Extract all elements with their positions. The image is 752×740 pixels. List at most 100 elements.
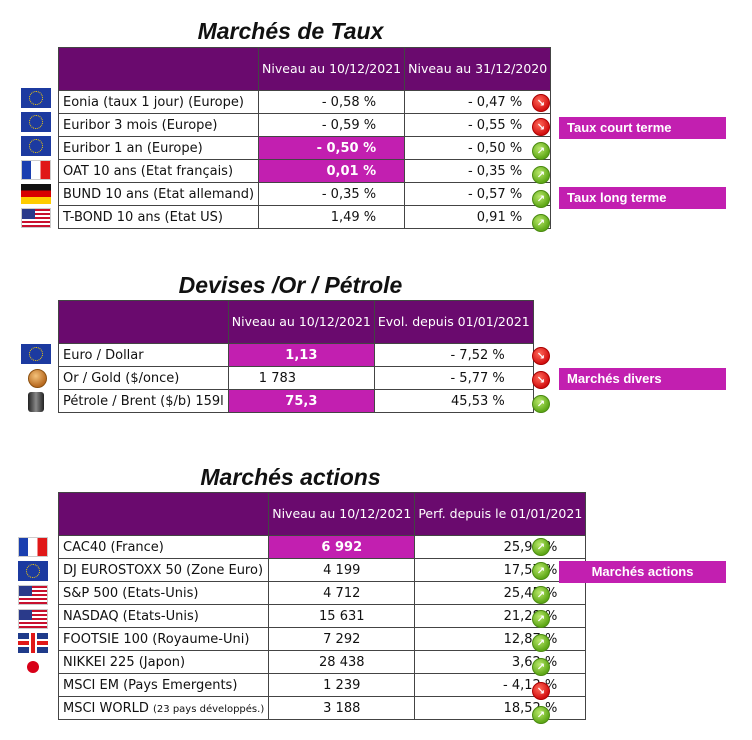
devises-header-row: Niveau au 10/12/2021 Evol. depuis 01/01/… — [58, 300, 534, 344]
row-value1: 3 188 — [268, 696, 416, 720]
arrow-up-icon: ↗ — [532, 214, 550, 232]
row-value1: 4 199 — [268, 558, 416, 582]
row-name: Euribor 1 an (Europe) — [57, 136, 260, 160]
row-value1: 7 292 — [268, 627, 416, 651]
jp-flag-icon — [18, 657, 48, 677]
row-value1: 0,01 % — [258, 159, 406, 183]
row-value1: 1,49 % — [258, 205, 406, 229]
arrow-down-icon: ↘ — [532, 371, 550, 389]
table-row: Euribor 3 mois (Europe) - 0,59 % - 0,55 … — [57, 113, 552, 137]
gold-coin-icon — [21, 368, 51, 388]
arrow-up-icon: ↗ — [532, 562, 550, 580]
table-row: FOOTSIE 100 (Royaume-Uni) 7 292 12,87 % — [57, 627, 587, 651]
actions-col2-header: Perf. depuis le 01/01/2021 — [414, 492, 587, 536]
row-value2: 18,52 % — [414, 696, 587, 720]
row-value1: 1,13 — [227, 343, 375, 367]
row-value2: - 0,47 % — [404, 90, 552, 114]
row-value1: 28 438 — [268, 650, 416, 674]
de-flag-icon — [21, 184, 51, 204]
actions-table: Niveau au 10/12/2021 Perf. depuis le 01/… — [57, 492, 587, 720]
row-value2: - 0,55 % — [404, 113, 552, 137]
table-row: MSCI WORLD (23 pays développés.) 3 188 1… — [57, 696, 587, 720]
table-row: OAT 10 ans (Etat français) 0,01 % - 0,35… — [57, 159, 552, 183]
us-flag-icon — [21, 208, 51, 228]
header-blank — [58, 300, 229, 344]
row-name: Eonia (taux 1 jour) (Europe) — [57, 90, 260, 114]
row-name: NASDAQ (Etats-Unis) — [57, 604, 270, 628]
header-blank — [57, 492, 270, 536]
row-value1: 6 992 — [268, 535, 416, 559]
header-blank — [57, 47, 260, 91]
row-name: Or / Gold ($/once) — [58, 366, 229, 390]
arrow-up-icon: ↗ — [532, 538, 550, 556]
row-name: MSCI WORLD (23 pays développés.) — [57, 696, 270, 720]
row-name: FOOTSIE 100 (Royaume-Uni) — [57, 627, 270, 651]
taux-header-row: Niveau au 10/12/2021 Niveau au 31/12/202… — [57, 47, 552, 91]
table-row: NIKKEI 225 (Japon) 28 438 3,62 % — [57, 650, 587, 674]
row-name: CAC40 (France) — [57, 535, 270, 559]
arrow-up-icon: ↗ — [532, 610, 550, 628]
row-value2: - 0,50 % — [404, 136, 552, 160]
row-name: T-BOND 10 ans (Etat US) — [57, 205, 260, 229]
row-value2: 0,91 % — [404, 205, 552, 229]
row-name: OAT 10 ans (Etat français) — [57, 159, 260, 183]
devises-title: Devises /Or / Pétrole — [178, 272, 403, 298]
arrow-up-icon: ↗ — [532, 142, 550, 160]
table-row: T-BOND 10 ans (Etat US) 1,49 % 0,91 % — [57, 205, 552, 229]
row-name: Euribor 3 mois (Europe) — [57, 113, 260, 137]
row-value1: 1 783 — [227, 366, 375, 390]
row-value1: 15 631 — [268, 604, 416, 628]
table-row: Euribor 1 an (Europe) - 0,50 % - 0,50 % — [57, 136, 552, 160]
tag-taux-court-terme: Taux court terme — [559, 117, 726, 139]
arrow-down-icon: ↘ — [532, 347, 550, 365]
arrow-down-icon: ↘ — [532, 94, 550, 112]
row-value2: 3,62 % — [414, 650, 587, 674]
row-value1: 4 712 — [268, 581, 416, 605]
row-name: MSCI EM (Pays Emergents) — [57, 673, 270, 697]
table-row: Pétrole / Brent ($/b) 159l 75,3 45,53 % — [58, 389, 534, 413]
row-value1: - 0,58 % — [258, 90, 406, 114]
row-name-main: MSCI WORLD — [63, 700, 149, 716]
devises-col2-header: Evol. depuis 01/01/2021 — [373, 300, 534, 344]
row-value1: - 0,35 % — [258, 182, 406, 206]
tag-taux-long-terme: Taux long terme — [559, 187, 726, 209]
row-value2: - 5,77 % — [373, 366, 534, 390]
table-row: NASDAQ (Etats-Unis) 15 631 21,28 % — [57, 604, 587, 628]
row-value1: - 0,59 % — [258, 113, 406, 137]
row-name: Euro / Dollar — [58, 343, 229, 367]
arrow-up-icon: ↗ — [532, 166, 550, 184]
row-value2: 21,28 % — [414, 604, 587, 628]
arrow-up-icon: ↗ — [532, 658, 550, 676]
oil-barrel-icon — [21, 392, 51, 412]
table-row: DJ EUROSTOXX 50 (Zone Euro) 4 199 17,57 … — [57, 558, 587, 582]
row-value2: 25,94 % — [414, 535, 587, 559]
row-value1: 75,3 — [227, 389, 375, 413]
taux-col1-header: Niveau au 10/12/2021 — [258, 47, 406, 91]
row-value2: 45,53 % — [373, 389, 534, 413]
row-value2: 25,45 % — [414, 581, 587, 605]
taux-table: Niveau au 10/12/2021 Niveau au 31/12/202… — [57, 47, 552, 229]
tag-label: Marchés divers — [567, 371, 662, 386]
arrow-up-icon: ↗ — [532, 586, 550, 604]
table-row: BUND 10 ans (Etat allemand) - 0,35 % - 0… — [57, 182, 552, 206]
taux-col2-header: Niveau au 31/12/2020 — [404, 47, 552, 91]
tag-marches-actions: Marchés actions — [559, 561, 726, 583]
arrow-up-icon: ↗ — [532, 395, 550, 413]
row-name: NIKKEI 225 (Japon) — [57, 650, 270, 674]
row-name: S&P 500 (Etats-Unis) — [57, 581, 270, 605]
eu-flag-icon — [21, 344, 51, 364]
us-flag-icon — [18, 609, 48, 629]
devises-table: Niveau au 10/12/2021 Evol. depuis 01/01/… — [58, 300, 534, 413]
taux-title: Marchés de Taux — [197, 18, 384, 44]
fr-flag-icon — [18, 537, 48, 557]
table-row: Euro / Dollar 1,13 - 7,52 % — [58, 343, 534, 367]
arrow-up-icon: ↗ — [532, 190, 550, 208]
table-row: Or / Gold ($/once) 1 783 - 5,77 % — [58, 366, 534, 390]
row-name-note: (23 pays développés.) — [153, 703, 265, 715]
eu-flag-icon — [21, 112, 51, 132]
tag-label: Taux court terme — [567, 120, 672, 135]
arrow-up-icon: ↗ — [532, 706, 550, 724]
tag-label: Taux long terme — [567, 190, 667, 205]
actions-title: Marchés actions — [200, 464, 381, 490]
arrow-down-icon: ↘ — [532, 118, 550, 136]
